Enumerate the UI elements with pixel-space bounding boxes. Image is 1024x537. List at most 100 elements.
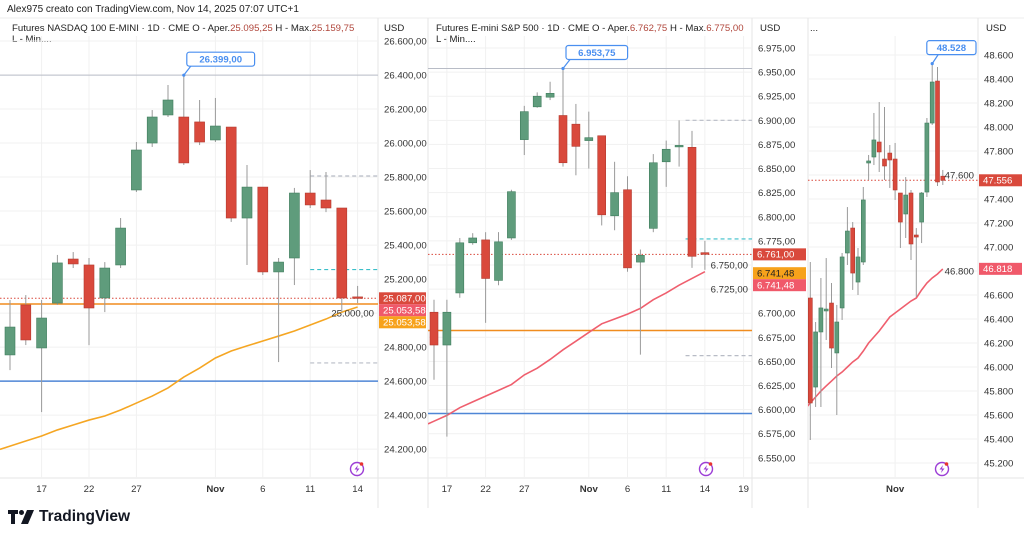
chart-2-y-tick-label: 6.800,00 bbox=[758, 212, 795, 223]
chart-2-candle-body bbox=[558, 115, 568, 164]
chart-1-high-callout-label: 26.399,00 bbox=[199, 55, 242, 66]
chart-1-high-value: 25.159,75 bbox=[311, 23, 355, 34]
tradingview-logo[interactable]: TradingView bbox=[8, 508, 130, 526]
chart-1-price-label: 25.053,58 bbox=[383, 306, 426, 317]
chart-3-y-tick-label: 46.600 bbox=[984, 291, 1013, 302]
chart-2-open-value: 6.762,75 bbox=[629, 23, 668, 34]
chart-3-candle-body bbox=[834, 321, 840, 354]
chart-3-lightning-icon[interactable] bbox=[934, 461, 950, 477]
chart-3-candle-body bbox=[813, 331, 818, 388]
chart-1-price-label-box bbox=[379, 292, 426, 305]
chart-2-y-tick-label: 6.575,00 bbox=[758, 429, 795, 440]
chart-2-price-label: 6.741,48 bbox=[757, 268, 794, 279]
chart-2-y-tick-label: 6.775,00 bbox=[758, 236, 795, 247]
chart-1-y-tick-label: 25.600,00 bbox=[384, 207, 427, 218]
chart-3-y-tick-label: 45.200 bbox=[984, 459, 1013, 470]
chart-3-y-tick-label: 48.000 bbox=[984, 123, 1013, 134]
chart-1-x-tick-label: 11 bbox=[305, 484, 315, 495]
chart-2-high-label: H - Max. bbox=[669, 23, 707, 34]
chart-2-x-tick-label: 11 bbox=[661, 484, 671, 495]
chart-1-candle-body bbox=[225, 126, 237, 219]
chart-1-candle-body bbox=[20, 304, 32, 341]
chart-1-price-label-box bbox=[379, 304, 426, 317]
chart-1-y-tick-label: 25.200,00 bbox=[384, 275, 427, 286]
chart-2-candle-body bbox=[648, 162, 658, 229]
chart-2-price-label-box bbox=[753, 267, 806, 280]
chart-1-y-tick-label: 24.200,00 bbox=[384, 445, 427, 456]
chart-1-y-tick-label: 26.600,00 bbox=[384, 36, 427, 47]
chart-3-y-tick-label: 48.200 bbox=[984, 99, 1013, 110]
chart-1-candle-body bbox=[241, 186, 253, 219]
chart-2-y-tick-label: 6.950,00 bbox=[758, 68, 795, 79]
chart-1-x-tick-label: 14 bbox=[352, 484, 363, 495]
chart-2-plot-area[interactable]: 6.953,75 bbox=[428, 36, 752, 478]
chart-1-candle-body bbox=[162, 99, 174, 116]
chart-1-candle-body bbox=[131, 149, 142, 191]
chart-1-lightning-icon[interactable] bbox=[349, 461, 365, 477]
chart-3-legend[interactable]: ... bbox=[810, 23, 970, 34]
chart-2-x-tick-label: 19 bbox=[738, 484, 749, 495]
chart-2-y-tick-label: 6.825,00 bbox=[758, 188, 795, 199]
chart-1-x-tick-label: 6 bbox=[260, 484, 265, 495]
chart-2-y-tick-label: 6.550,00 bbox=[758, 453, 795, 464]
chart-1-candle-body bbox=[352, 296, 363, 299]
chart-2-y-tick-label: 6.625,00 bbox=[758, 381, 795, 392]
chart-1-price-label: 25.087,00 bbox=[383, 294, 426, 305]
chart-1-candle-body bbox=[336, 207, 348, 299]
chart-3-candle-body bbox=[871, 139, 877, 158]
chart-3-y-tick-label: 47.800 bbox=[984, 147, 1013, 158]
chart-1-y-tick-label: 26.200,00 bbox=[384, 105, 427, 116]
chart-1-candle-body bbox=[115, 227, 126, 266]
chart-2-legend[interactable]: Futures E-mini S&P 500 · 1D · CME O - Ap… bbox=[436, 23, 748, 45]
chart-2-symbol: Futures E-mini S&P 500 · 1D · CME bbox=[436, 23, 590, 34]
chart-2-x-tick-label: 22 bbox=[480, 484, 491, 495]
chart-2-candle-body bbox=[494, 241, 503, 281]
chart-3-x-tick-label: Nov bbox=[886, 484, 905, 495]
chart-3-currency[interactable]: USD bbox=[986, 23, 1007, 34]
tradingview-logo-icon bbox=[8, 510, 34, 524]
chart-2-candle-body bbox=[519, 111, 529, 140]
chart-3-plot-area[interactable]: 48.528 bbox=[803, 36, 978, 478]
chart-2-y-tick-label: 6.675,00 bbox=[758, 333, 795, 344]
chart-3-candle-body bbox=[845, 230, 850, 254]
chart-2-candle-body bbox=[700, 252, 710, 255]
chart-1-plot-area[interactable]: 26.399,00 bbox=[0, 36, 378, 478]
chart-1-candle-body bbox=[210, 125, 221, 141]
chart-1-x-tick-label: 17 bbox=[36, 484, 47, 495]
chart-1-y-tick-label: 25.000,00 bbox=[331, 309, 374, 320]
chart-1-moving-average-line bbox=[0, 306, 358, 451]
chart-3-y-tick-label: 48.600 bbox=[984, 51, 1013, 62]
chart-1-low-label: L - Min.... bbox=[12, 34, 52, 45]
chart-2-y-tick-label: 6.725,00 bbox=[711, 285, 748, 296]
chart-1-currency[interactable]: USD bbox=[384, 23, 405, 34]
chart-2-currency[interactable]: USD bbox=[760, 23, 781, 34]
chart-2-open-label: O - Aper. bbox=[592, 23, 630, 34]
chart-3-y-tick-label: 45.600 bbox=[984, 411, 1013, 422]
chart-3-y-tick-label: 47.600 bbox=[945, 171, 974, 182]
chart-1-legend[interactable]: Futures NASDAQ 100 E-MINI · 1D · CME O -… bbox=[12, 23, 374, 45]
chart-3-candle-body bbox=[903, 194, 909, 215]
chart-3-y-tick-label: 47.400 bbox=[984, 195, 1013, 206]
chart-2-y-tick-label: 6.600,00 bbox=[758, 405, 795, 416]
chart-3-y-tick-label: 45.800 bbox=[984, 387, 1013, 398]
chart-1-y-tick-label: 25.400,00 bbox=[384, 241, 427, 252]
chart-1-candle-body bbox=[146, 116, 158, 144]
chart-2-price-label: 6.741,48 bbox=[757, 280, 794, 291]
chart-2-lightning-icon[interactable] bbox=[698, 461, 714, 477]
chart-2-x-tick-label: 17 bbox=[442, 484, 453, 495]
chart-1-callout-pointer bbox=[183, 65, 192, 76]
chart-3-candle-body bbox=[935, 80, 940, 183]
chart-2-candle-body bbox=[636, 255, 645, 263]
chart-3-price-label: 47.556 bbox=[983, 176, 1012, 187]
chart-3-high-callout-label: 48.528 bbox=[937, 43, 967, 54]
chart-3-callout-pointer bbox=[931, 54, 939, 64]
chart-1-candle-body bbox=[36, 317, 47, 349]
chart-3-candle-body bbox=[908, 192, 914, 245]
chart-3-candle-body bbox=[855, 256, 861, 283]
chart-3-y-tick-label: 45.400 bbox=[984, 435, 1013, 446]
chart-3-moving-average-line bbox=[808, 268, 944, 407]
chart-1-x-tick-label: Nov bbox=[206, 484, 225, 495]
chart-2-candle-body bbox=[623, 189, 632, 269]
chart-3-high-callout bbox=[926, 40, 977, 56]
